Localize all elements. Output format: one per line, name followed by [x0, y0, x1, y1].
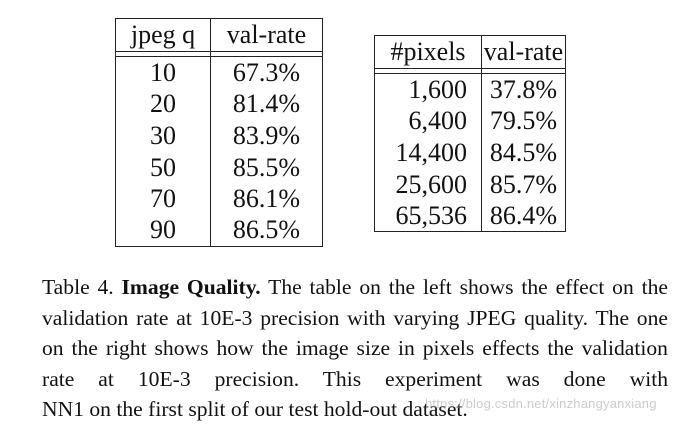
table-row: 14,400 84.5% — [374, 137, 566, 169]
column-header: jpeg q — [115, 18, 211, 52]
caption-text: -3 precision. This experiment was done w… — [172, 366, 668, 391]
table-row: 90 86.5% — [115, 214, 323, 247]
table-header-row: #pixels val-rate — [374, 35, 566, 69]
table-row: 30 83.9% — [115, 120, 323, 152]
caption-text: -3 precision with varying JPEG quality. — [234, 305, 589, 330]
table-cell: 30 — [115, 120, 211, 152]
caption-text: The table on the left shows the effect o… — [268, 275, 634, 299]
table-cell: 86.5% — [211, 214, 323, 247]
table-cell: 10 — [115, 57, 211, 89]
table-row: 1,600 37.8% — [374, 74, 566, 106]
table-row: 25,600 85.7% — [374, 168, 566, 201]
table-header-row: jpeg q val-rate — [115, 18, 323, 52]
table-cell: 85.5% — [211, 151, 323, 184]
table-row: 10 67.3% — [115, 57, 323, 89]
table-cell: 1,600 — [374, 74, 482, 106]
table-cell: 50 — [115, 151, 211, 184]
pixel-count-table: #pixels val-rate 1,600 37.8% 6,400 79.5%… — [374, 35, 566, 232]
caption-title: Image Quality. — [121, 275, 261, 299]
caption-text: E — [221, 305, 235, 330]
table-row: 65,536 86.4% — [374, 200, 566, 232]
table-cell: 86.4% — [482, 200, 566, 232]
caption-text: NN1 on the first split of our test hold-… — [42, 397, 468, 422]
caption-label: Table 4. — [42, 275, 114, 299]
watermark: https://blog.csdn.net/xinzhangyanxiang — [425, 396, 657, 411]
table-row: 20 81.4% — [115, 88, 323, 121]
table-row: 70 86.1% — [115, 183, 323, 215]
caption-text: the validation rate at 10 — [42, 275, 668, 330]
table-cell: 83.9% — [211, 120, 323, 152]
table-caption: Table 4. Image Quality. The table on the… — [42, 272, 668, 425]
table-cell: 67.3% — [211, 57, 323, 89]
caption-text: validation rate at 10 — [42, 336, 668, 391]
header-separator — [374, 69, 566, 74]
table-cell: 90 — [115, 214, 211, 247]
caption-text: The one on the right shows how the image… — [42, 305, 668, 361]
table-cell: 81.4% — [211, 88, 323, 121]
table-cell: 85.7% — [482, 168, 566, 201]
table-cell: 6,400 — [374, 105, 482, 138]
table-row: 50 85.5% — [115, 151, 323, 184]
table-cell: 37.8% — [482, 74, 566, 106]
jpeg-quality-table: jpeg q val-rate 10 67.3% 20 81.4% 30 83.… — [115, 18, 323, 247]
table-cell: 14,400 — [374, 137, 482, 169]
table-cell: 20 — [115, 88, 211, 121]
column-header: #pixels — [374, 35, 482, 69]
table-cell: 84.5% — [482, 137, 566, 169]
table-cell: 65,536 — [374, 200, 482, 232]
column-header: val-rate — [211, 18, 323, 52]
table-cell: 70 — [115, 183, 211, 215]
caption-text: E — [159, 366, 173, 391]
table-row: 6,400 79.5% — [374, 105, 566, 138]
table-cell: 86.1% — [211, 183, 323, 215]
column-header: val-rate — [482, 35, 566, 69]
table-cell: 79.5% — [482, 105, 566, 138]
header-separator — [115, 52, 323, 57]
table-cell: 25,600 — [374, 168, 482, 201]
